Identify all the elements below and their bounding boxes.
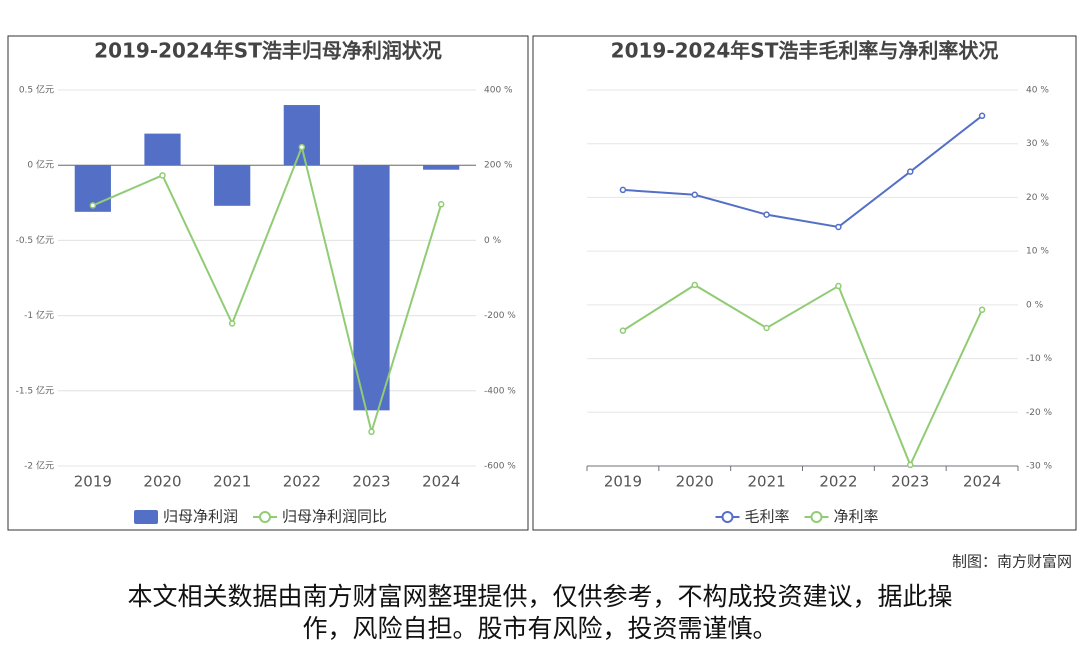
y-tick-label: -20 % [1026, 408, 1053, 418]
chart-title: 2019-2024年ST浩丰归母净利润状况 [94, 39, 442, 63]
bar [283, 105, 320, 166]
x-tick-label: 2019 [74, 473, 112, 491]
bar [214, 165, 251, 206]
chart-frame [7, 35, 529, 531]
y-tick-label: 10 % [1026, 247, 1049, 257]
x-tick-label: 2021 [213, 473, 251, 491]
point [619, 327, 627, 334]
x-tick-label: 2021 [747, 473, 785, 491]
legend-label: 净利率 [834, 508, 879, 526]
credit: 制图：南方财富网 [952, 553, 1072, 571]
point [978, 306, 986, 313]
x-tick-label: 2024 [422, 473, 460, 491]
point [763, 324, 770, 332]
y-tick-label: -0.5 亿元 [16, 234, 54, 246]
x-tick-label: 2020 [143, 473, 181, 491]
y-tick-label: -600 % [484, 462, 516, 472]
point [159, 172, 166, 179]
point [691, 281, 698, 289]
y-tick-label: -1 亿元 [24, 309, 54, 321]
y-tick-label: 0 % [484, 236, 502, 246]
point [907, 461, 914, 469]
legend-label: 归母净利润 [163, 508, 238, 526]
y-tick-label: -200 % [484, 311, 516, 321]
x-tick-label: 2022 [283, 473, 321, 491]
legend-marker [134, 510, 158, 524]
line [622, 283, 983, 468]
point [907, 168, 914, 175]
point [89, 202, 97, 209]
x-tick-label: 2023 [352, 473, 390, 491]
line [92, 143, 443, 436]
y-tick-label: 0 亿元 [27, 159, 54, 171]
y-tick-label: 0.5 亿元 [19, 84, 54, 96]
legend-label: 毛利率 [745, 508, 790, 526]
line [622, 114, 983, 229]
point [619, 186, 627, 194]
point [835, 282, 842, 290]
y-tick-label: 30 % [1026, 139, 1049, 149]
y-tick-label: -400 % [484, 386, 516, 396]
point [298, 143, 306, 151]
point [835, 223, 842, 231]
point [691, 191, 698, 198]
chart-frame [532, 35, 1077, 531]
bar [423, 165, 460, 170]
legend-marker [721, 511, 734, 523]
point [368, 428, 375, 436]
chart-title: 2019-2024年ST浩丰毛利率与净利率状况 [611, 39, 999, 63]
legend-marker [259, 511, 271, 523]
point [437, 201, 445, 208]
y-tick-label: -30 % [1026, 462, 1053, 472]
legend-marker [810, 511, 823, 523]
point [763, 211, 770, 218]
x-tick-label: 2019 [604, 473, 642, 491]
y-tick-label: -10 % [1026, 354, 1053, 364]
y-tick-label: 20 % [1026, 193, 1049, 203]
y-tick-label: -2 亿元 [24, 460, 54, 472]
y-tick-label: 0 % [1026, 300, 1044, 310]
y-tick-label: 40 % [1026, 86, 1049, 96]
x-tick-label: 2023 [891, 473, 929, 491]
disclaimer: 本文相关数据由南方财富网整理提供，仅供参考，不构成投资建议，据此操 [127, 582, 952, 611]
x-tick-label: 2024 [963, 473, 1001, 491]
x-tick-label: 2020 [676, 473, 714, 491]
disclaimer: 作，风险自担。股市有风险，投资需谨慎。 [302, 614, 777, 643]
point [978, 112, 986, 120]
point [228, 320, 236, 327]
y-tick-label: 400 % [484, 86, 513, 96]
bar [144, 133, 181, 166]
bar [353, 165, 390, 411]
x-tick-label: 2022 [819, 473, 857, 491]
legend-label: 归母净利润同比 [282, 508, 387, 526]
y-tick-label: 200 % [484, 161, 513, 171]
y-tick-label: -1.5 亿元 [16, 384, 54, 396]
